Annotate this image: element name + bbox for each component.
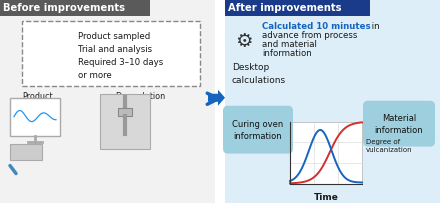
Bar [0,0,150,17]
Text: or more: or more [78,71,112,80]
Text: Degradation
test: Degradation test [115,91,165,112]
Text: Material
information: Material information [375,114,423,134]
Text: Desktop
calculations: Desktop calculations [232,63,286,84]
FancyBboxPatch shape [363,101,435,147]
FancyBboxPatch shape [10,144,42,160]
Bar [225,0,370,17]
Text: Curing oven
information: Curing oven information [232,120,284,140]
Text: Trial and analysis: Trial and analysis [78,45,152,54]
Text: Time: Time [314,193,338,202]
Text: Required 3–10 days: Required 3–10 days [78,58,163,67]
Polygon shape [364,121,368,131]
Text: Before improvements: Before improvements [3,3,125,13]
FancyBboxPatch shape [118,108,132,116]
Bar [0,0,215,203]
Text: advance from process: advance from process [262,31,357,40]
Text: Degree of
vulcanization: Degree of vulcanization [366,139,413,152]
Bar [290,122,362,184]
Text: in: in [369,22,380,31]
FancyBboxPatch shape [10,98,60,136]
Text: Product sampled: Product sampled [78,32,150,41]
Text: information: information [262,49,312,58]
Text: Calculated 10 minutes: Calculated 10 minutes [262,22,370,31]
Text: ⚙: ⚙ [235,32,253,51]
Text: After improvements: After improvements [228,3,341,13]
Text: Product
analysis: Product analysis [22,91,54,112]
FancyBboxPatch shape [100,94,150,149]
FancyBboxPatch shape [22,22,200,86]
Polygon shape [208,90,225,106]
FancyBboxPatch shape [223,106,293,154]
Bar [225,0,440,203]
Text: and material: and material [262,40,317,49]
